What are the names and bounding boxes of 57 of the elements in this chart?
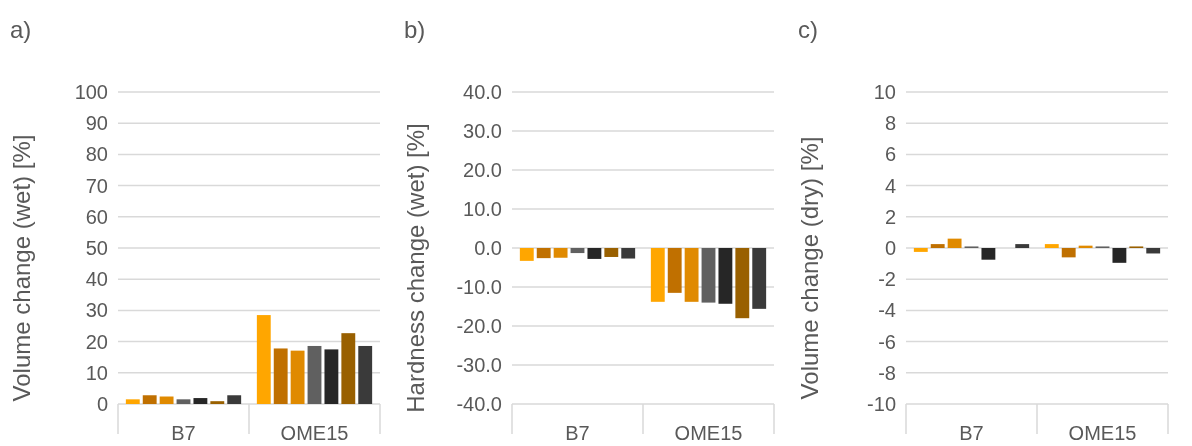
bar — [176, 399, 191, 404]
bar — [273, 348, 288, 404]
y-tick-label: 60 — [85, 205, 108, 228]
y-tick-label: 8 — [884, 112, 896, 135]
y-tick-label: 30 — [85, 299, 108, 322]
bar — [307, 345, 322, 404]
y-axis-title: Hardness change (wet) [%] — [402, 123, 429, 413]
chart-title: c) — [798, 16, 818, 43]
bar — [159, 396, 174, 404]
y-tick-label: 0.0 — [474, 237, 502, 259]
y-tick-label: 80 — [85, 143, 108, 166]
y-tick-label: 10.0 — [463, 198, 502, 220]
chart-title: a) — [10, 16, 32, 43]
x-tick-label: OME15 — [1068, 422, 1137, 444]
y-tick-label: 40 — [85, 268, 108, 291]
y-axis-title: Volume change (dry) [%] — [796, 136, 823, 400]
x-tick-label: OME15 — [280, 422, 349, 444]
x-tick-label: B7 — [959, 422, 984, 444]
y-tick-label: 4 — [884, 174, 896, 197]
chart-title: b) — [404, 16, 426, 43]
bar — [358, 345, 373, 404]
bar — [324, 349, 339, 404]
y-tick-label: 50 — [85, 237, 108, 259]
y-tick-label: 0 — [96, 393, 108, 415]
y-tick-label: -2 — [878, 268, 896, 291]
y-tick-label: -40.0 — [456, 393, 502, 415]
x-tick-label: B7 — [171, 422, 196, 444]
y-tick-label: 10 — [85, 361, 108, 384]
y-tick-label: 40.0 — [463, 81, 502, 103]
bar — [142, 395, 157, 404]
y-tick-label: 2 — [884, 205, 896, 228]
bar — [256, 315, 271, 404]
y-tick-label: 70 — [85, 174, 108, 197]
y-tick-label: 0 — [884, 237, 896, 259]
y-tick-label: -20.0 — [456, 315, 502, 337]
bar — [125, 399, 140, 404]
y-tick-label: 100 — [74, 81, 108, 103]
bar — [227, 395, 242, 404]
x-tick-label: OME15 — [674, 422, 743, 444]
y-tick-label: 6 — [884, 143, 896, 166]
y-axis-title: Volume change (wet) [%] — [8, 134, 35, 402]
y-tick-label: -10.0 — [456, 276, 502, 298]
y-tick-label: -10 — [867, 393, 896, 415]
bar — [341, 333, 356, 404]
y-tick-label: 10 — [873, 81, 896, 103]
bar — [290, 350, 305, 404]
y-tick-label: -6 — [878, 330, 896, 353]
bar — [193, 398, 208, 404]
y-tick-label: -8 — [878, 361, 896, 384]
bar — [210, 401, 225, 404]
x-tick-label: B7 — [565, 422, 590, 444]
y-tick-label: 20 — [85, 330, 108, 353]
y-tick-label: -30.0 — [456, 354, 502, 376]
y-tick-label: 20.0 — [463, 159, 502, 181]
y-tick-label: 30.0 — [463, 120, 502, 142]
y-tick-label: -4 — [878, 299, 896, 322]
y-tick-label: 90 — [85, 112, 108, 135]
